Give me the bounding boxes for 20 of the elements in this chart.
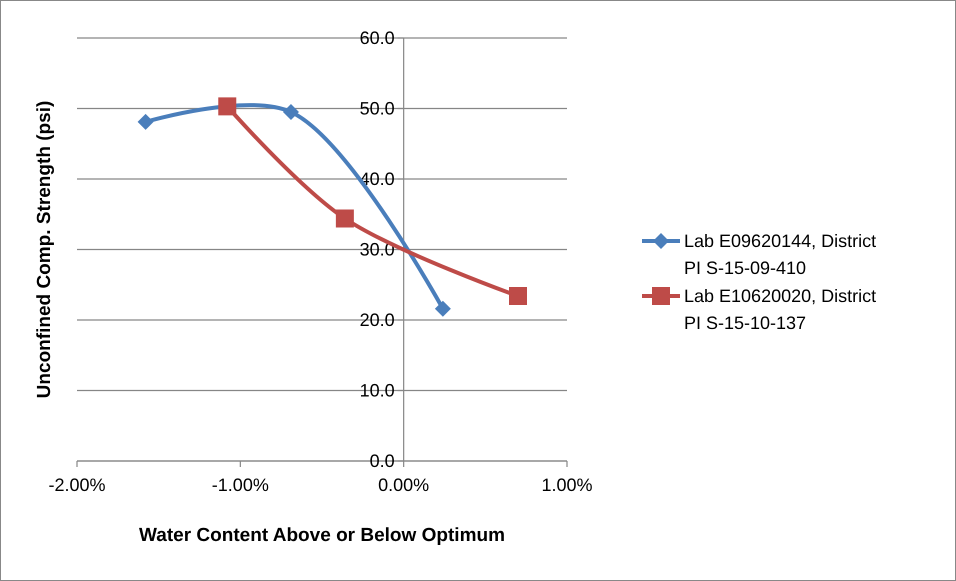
point <box>336 209 354 228</box>
y-tick-label: 40.0 <box>360 169 395 189</box>
y-tick-label: 0.0 <box>370 451 395 471</box>
point <box>509 287 527 306</box>
x-tick-label: 1.00% <box>541 475 593 495</box>
legend-label: Lab E10620020, District PI S-15-10-137 <box>684 286 876 333</box>
x-axis-title: Water Content Above or Below Optimum <box>139 525 505 546</box>
point <box>218 97 236 116</box>
point <box>138 114 154 130</box>
x-tick-label: -2.00% <box>48 475 106 495</box>
y-tick-label: 10.0 <box>360 380 395 400</box>
y-tick-label: 20.0 <box>360 310 395 330</box>
y-tick-label: 60.0 <box>360 28 395 48</box>
point <box>282 104 299 120</box>
legend-label: Lab E09620144, District PI S-15-09-410 <box>684 231 876 278</box>
x-tick-label: -1.00% <box>212 475 269 495</box>
y-tick-label: 50.0 <box>360 98 395 118</box>
point <box>434 300 451 317</box>
x-tick-label: 0.00% <box>378 475 430 495</box>
y-axis-title: Unconfined Comp. Strength (psi) <box>34 100 55 398</box>
